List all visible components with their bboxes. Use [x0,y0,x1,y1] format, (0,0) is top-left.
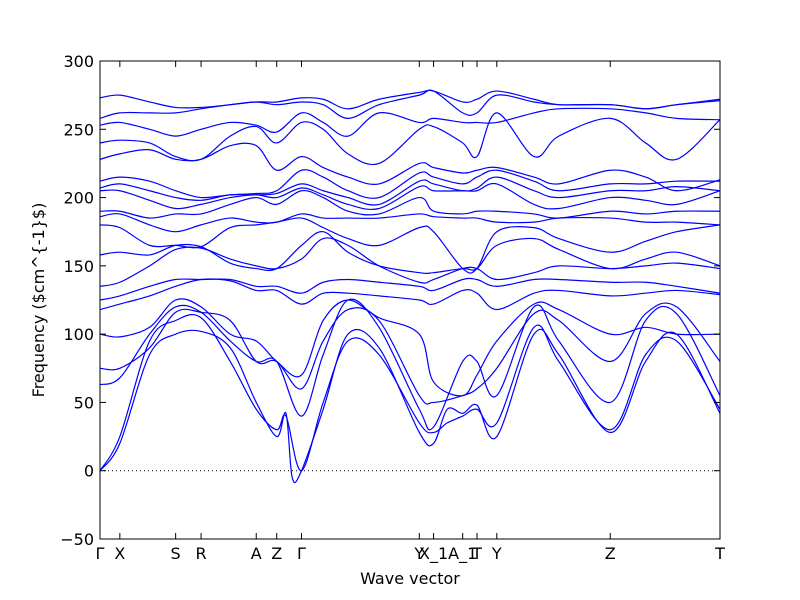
x-tick-label: R [195,544,206,563]
x-tick-label: S [171,544,181,563]
band-line-20 [100,89,720,110]
x-tick-label: Γ [297,544,306,563]
x-tick-label: T [714,544,725,563]
band-line-5 [100,298,720,397]
band-line-17 [100,112,720,166]
band-line-12 [100,189,720,219]
x-tick-label: Γ [96,544,105,563]
y-tick-label: 50 [74,393,94,412]
x-tick-label: Z [271,544,282,563]
x-tick-label: A [251,544,262,563]
band-line-10 [100,217,720,274]
x-tick-label: Y [491,544,502,563]
x-tick-label: Z [605,544,616,563]
y-tick-label: 150 [63,257,94,276]
x-tick-label: T [471,544,482,563]
band-line-2 [100,328,720,484]
band-line-14 [100,176,720,206]
x-tick-label: X [114,544,125,563]
x-tick-label: A_1 [448,544,477,564]
x-tick-label: Y [413,544,424,563]
band-line-13 [100,182,720,211]
y-tick-label: 300 [63,52,94,71]
band-line-15 [100,169,720,199]
y-tick-label: 100 [63,325,94,344]
band-line-9 [100,231,720,274]
y-axis-ticks: −50 0 50 100 150 200 250 300 [60,52,720,549]
band-line-1 [100,314,720,472]
band-line-11 [100,213,720,233]
bands-layer [100,89,720,484]
x-axis-ticks: Γ X S R A Z Γ YX_1 A_1T Y Z T [96,61,725,564]
y-tick-label: 200 [63,189,94,208]
x-tick-label: X_1 [419,544,448,564]
band-line-6 [100,278,720,311]
y-tick-label: 250 [63,120,94,139]
y-tick-label: −50 [60,530,94,549]
y-axis-label: Frequency ($cm^{-1}$) [29,203,48,398]
band-line-4 [100,302,720,405]
band-line-7 [100,277,720,301]
plot-frame [99,60,721,540]
band-line-18 [100,107,720,137]
y-tick-label: 0 [84,462,94,481]
x-axis-label: Wave vector [360,569,460,588]
